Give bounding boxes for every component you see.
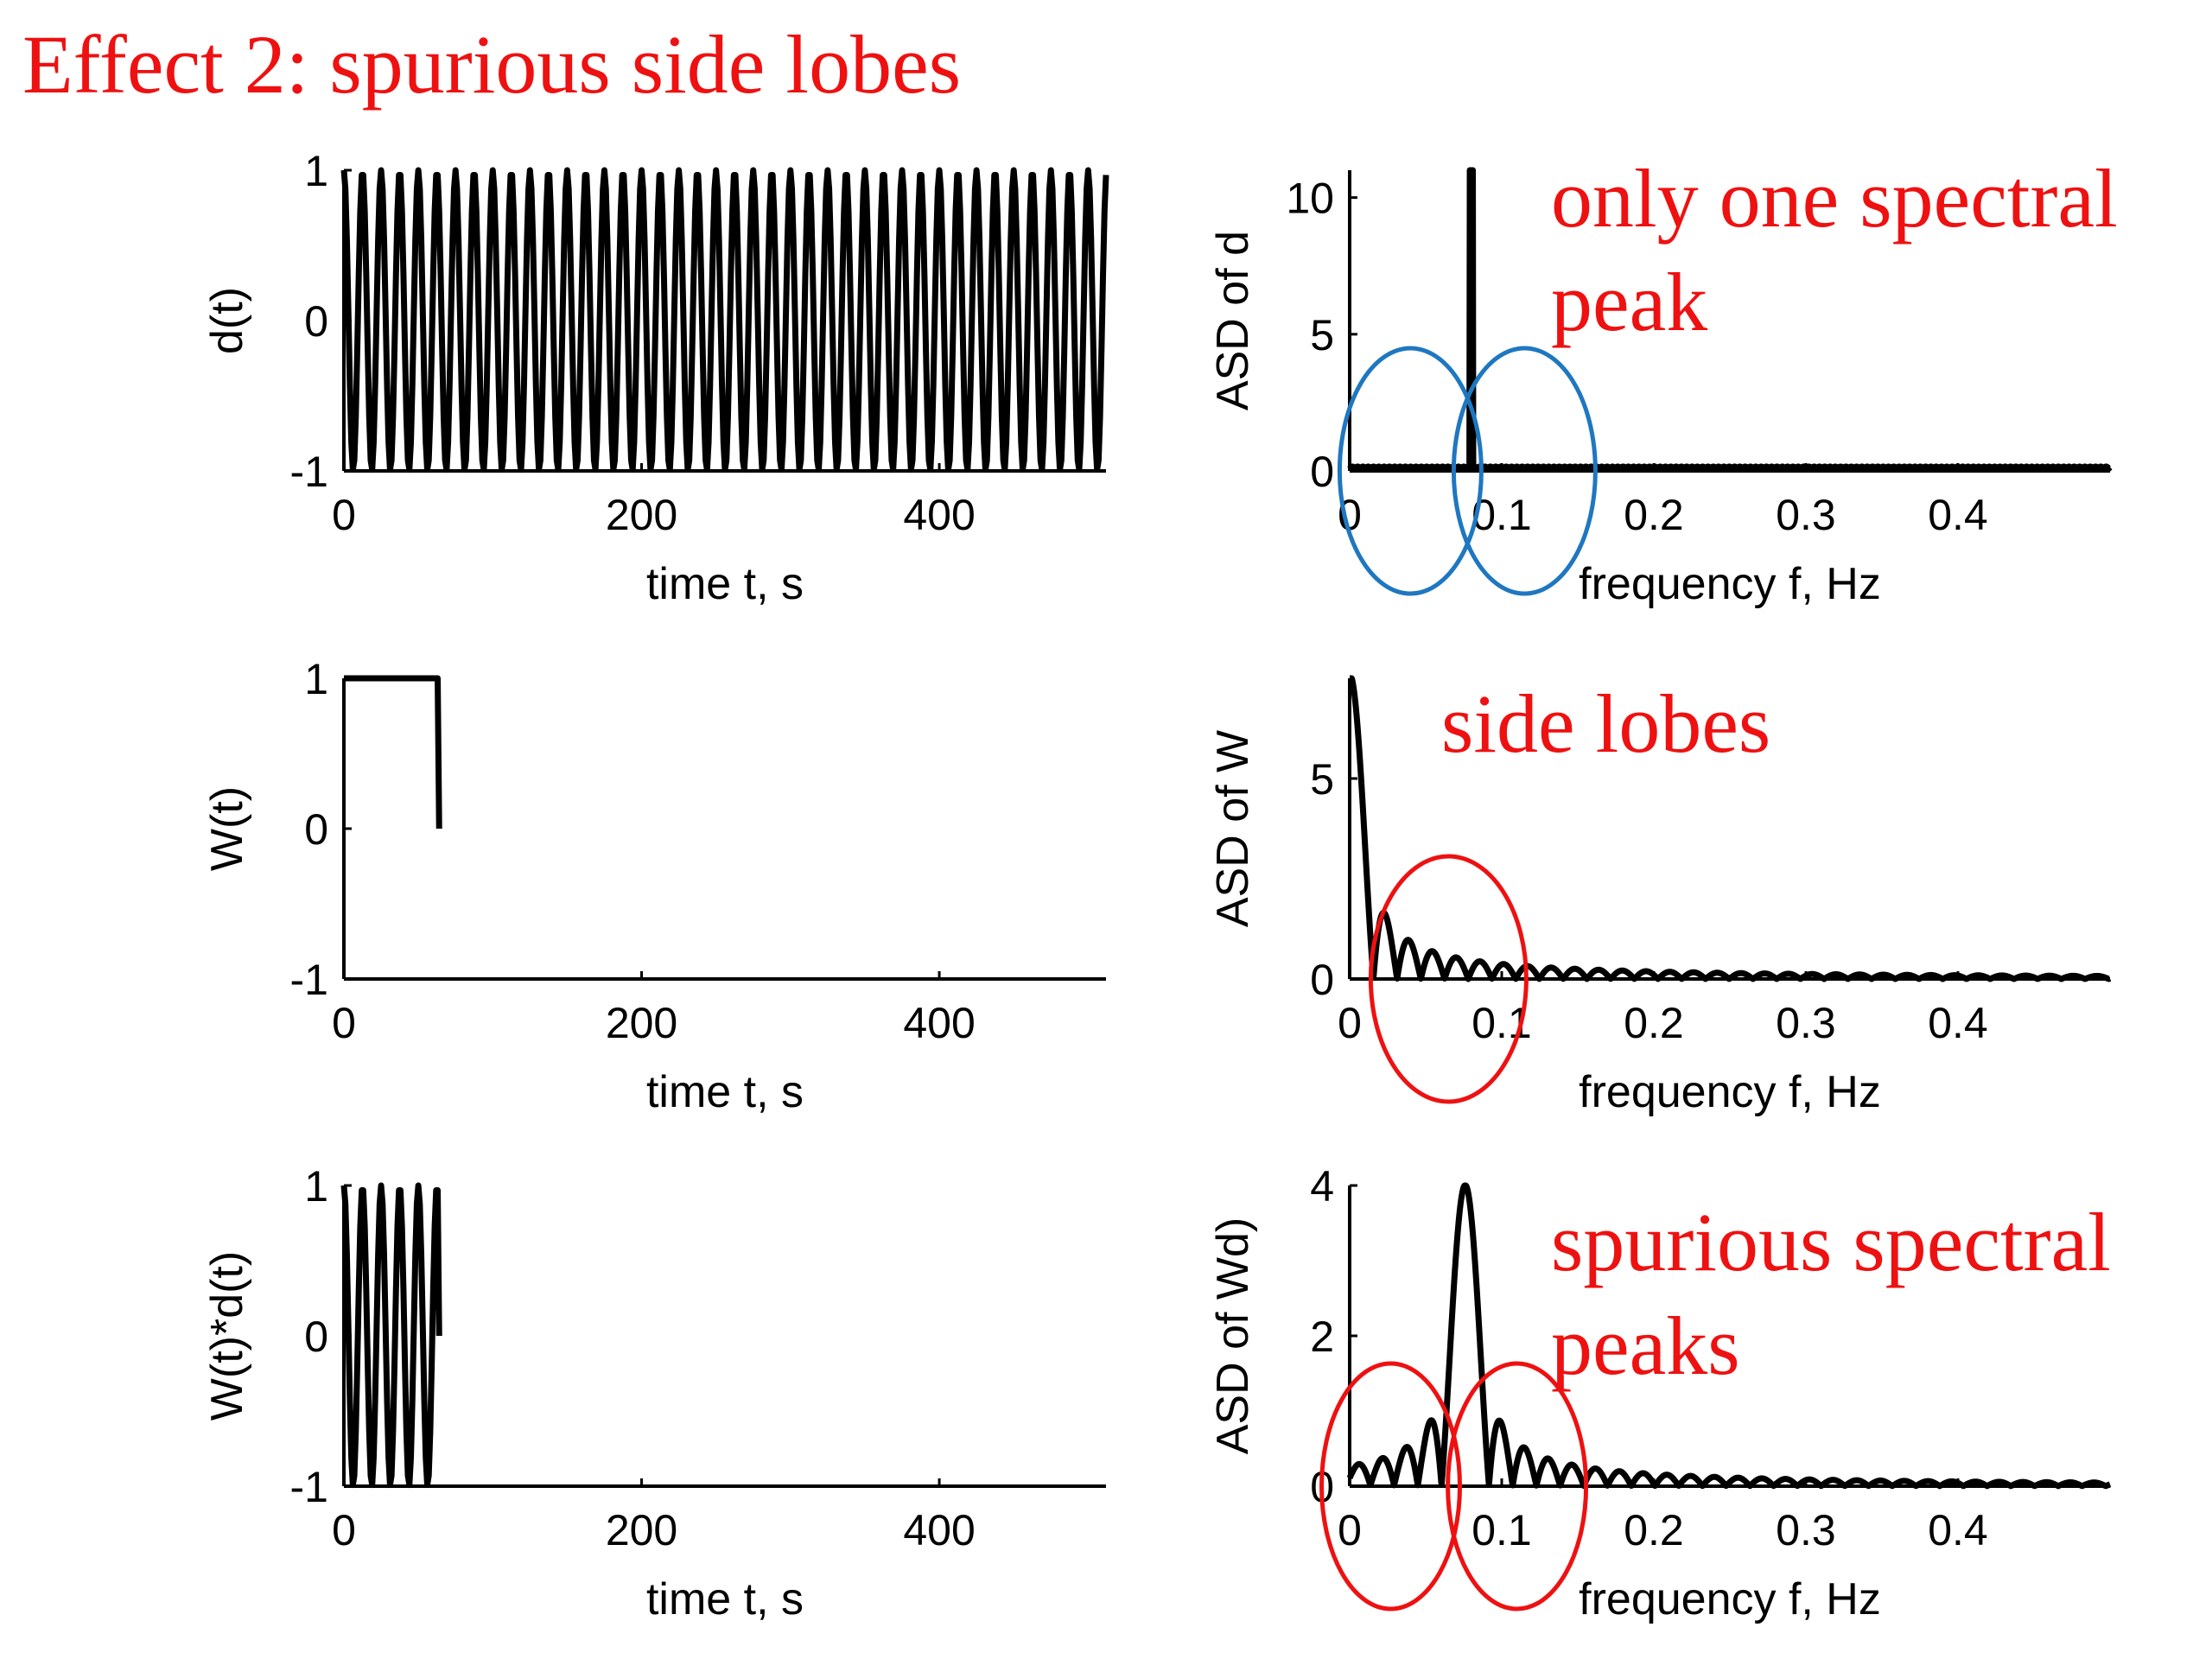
- y-axis-label: ASD of W: [1208, 730, 1258, 927]
- series-line: [340, 167, 1109, 474]
- x-tick-label: 0.3: [1776, 491, 1836, 539]
- series-line: [1346, 675, 2113, 982]
- x-axis-label: time t, s: [646, 559, 804, 609]
- y-tick-label: 0: [304, 1313, 328, 1361]
- highlight-ellipse: [1446, 1361, 1589, 1611]
- highlight-ellipse: [1368, 854, 1529, 1104]
- x-tick-label: 0: [332, 999, 356, 1047]
- x-tick-label: 200: [606, 491, 677, 539]
- y-axis-label: ASD of d: [1208, 231, 1258, 410]
- x-tick-label: 0.4: [1928, 1506, 1988, 1554]
- y-tick-label: 0: [304, 805, 328, 854]
- x-tick-label: 0.2: [1624, 999, 1684, 1047]
- y-tick-label: 4: [1310, 1162, 1334, 1211]
- y-tick-label: 0: [1310, 956, 1334, 1004]
- x-axis-label: frequency f, Hz: [1579, 559, 1881, 609]
- y-tick-label: 2: [1310, 1313, 1334, 1361]
- x-tick-label: 0.4: [1928, 491, 1988, 539]
- series-line: [340, 1182, 442, 1489]
- y-tick-label: 1: [304, 1162, 328, 1211]
- x-tick-label: 0: [332, 1506, 356, 1554]
- x-tick-label: 0.2: [1624, 491, 1684, 539]
- y-tick-label: -1: [290, 956, 328, 1004]
- x-tick-label: 200: [606, 1506, 677, 1554]
- x-axis-label: frequency f, Hz: [1579, 1574, 1881, 1624]
- y-tick-label: -1: [290, 448, 328, 496]
- annotation-text: side lobes: [1441, 677, 1770, 770]
- x-axis-label: time t, s: [646, 1574, 804, 1624]
- y-axis-label: W(t)*d(t): [202, 1251, 252, 1421]
- y-tick-label: -1: [290, 1463, 328, 1511]
- highlight-ellipse: [1337, 346, 1484, 596]
- x-tick-label: 400: [903, 999, 975, 1047]
- y-tick-label: 1: [304, 655, 328, 703]
- annotation-text: only one spectral: [1551, 152, 2118, 245]
- x-tick-label: 400: [903, 491, 975, 539]
- y-tick-label: 1: [304, 147, 328, 195]
- y-axis-label: d(t): [202, 287, 252, 354]
- slide-title: Effect 2: spurious side lobes: [22, 18, 962, 111]
- series-line: [1346, 167, 2113, 472]
- annotation-text: spurious spectral: [1551, 1196, 2111, 1288]
- y-tick-label: 5: [1310, 755, 1334, 804]
- x-tick-label: 0.3: [1776, 1506, 1836, 1554]
- x-tick-label: 0: [1338, 999, 1362, 1047]
- annotation-text: peaks: [1551, 1300, 1740, 1392]
- x-tick-label: 400: [903, 1506, 975, 1554]
- y-axis-label: W(t): [202, 786, 252, 871]
- x-tick-label: 0.2: [1624, 1506, 1684, 1554]
- x-axis-label: frequency f, Hz: [1579, 1067, 1881, 1117]
- y-tick-label: 10: [1286, 175, 1334, 223]
- series-line: [342, 675, 442, 830]
- annotation-text: peak: [1551, 256, 1707, 348]
- y-axis-label: ASD of Wd): [1208, 1217, 1258, 1455]
- x-tick-label: 0.1: [1471, 1506, 1532, 1554]
- x-tick-label: 0.3: [1776, 999, 1836, 1047]
- x-tick-label: 200: [606, 999, 677, 1047]
- y-tick-label: 5: [1310, 311, 1334, 359]
- highlight-ellipse: [1319, 1361, 1463, 1611]
- highlight-ellipse: [1451, 346, 1598, 596]
- x-tick-label: 0.4: [1928, 999, 1988, 1047]
- x-tick-label: 0: [1338, 1506, 1362, 1554]
- x-axis-label: time t, s: [646, 1067, 804, 1117]
- x-tick-label: 0: [332, 491, 356, 539]
- series-line: [1346, 1182, 2113, 1490]
- y-tick-label: 0: [304, 297, 328, 346]
- y-tick-label: 0: [1310, 448, 1334, 496]
- x-tick-label: 0.1: [1471, 491, 1532, 539]
